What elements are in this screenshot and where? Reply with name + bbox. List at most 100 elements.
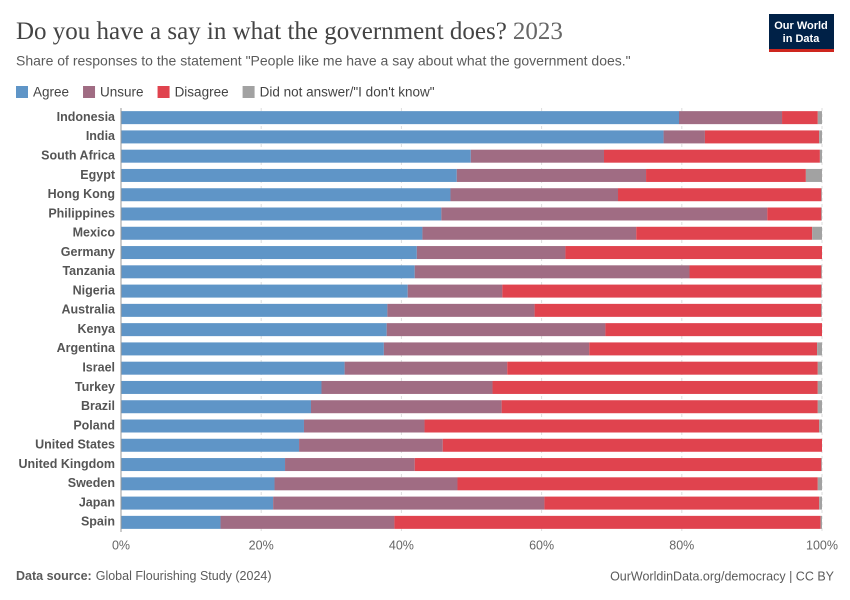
bar-segment	[704, 130, 820, 144]
bar-segment	[121, 188, 451, 202]
bar-segment	[387, 303, 535, 317]
bar-segment	[817, 111, 822, 125]
bar-segment	[507, 361, 818, 375]
bar-segment	[121, 438, 300, 452]
bar-segment	[618, 188, 822, 202]
y-tick-label: Brazil	[81, 399, 115, 413]
bar-segment	[819, 419, 822, 433]
bar-segment	[121, 149, 471, 163]
bar-segment	[273, 496, 545, 510]
title-year: 2023	[513, 18, 563, 45]
bar-segment	[121, 246, 417, 260]
bar-segment	[502, 284, 822, 298]
y-tick-label: Philippines	[48, 206, 115, 220]
y-tick-label: Tanzania	[62, 264, 116, 278]
title-text: Do you have a say in what the government…	[16, 18, 507, 45]
bar-segment	[424, 419, 820, 433]
legend-swatch[interactable]	[83, 86, 96, 98]
bar-segment	[812, 226, 822, 240]
logo-box	[769, 14, 834, 51]
bar-segment	[456, 168, 647, 182]
bar-segment	[767, 207, 822, 221]
bar-segment	[821, 303, 822, 317]
bar-segment	[383, 342, 590, 356]
y-tick-label: Poland	[73, 418, 115, 432]
bar-segment	[220, 515, 395, 529]
bar-segment	[817, 342, 822, 356]
y-tick-label: Turkey	[75, 380, 115, 394]
bar-segment	[817, 400, 822, 414]
x-tick-label: 100%	[806, 538, 838, 552]
bar-segment	[303, 419, 425, 433]
bar-segment	[344, 361, 508, 375]
subtitle: Share of responses to the statement "Peo…	[16, 53, 631, 69]
bar-segment	[285, 458, 415, 472]
bar-segment	[589, 342, 818, 356]
legend-label[interactable]: Agree	[33, 85, 69, 100]
logo-text: in Data	[783, 33, 821, 45]
bar-segment	[817, 380, 822, 394]
bar-segment	[782, 111, 818, 125]
bar-segment	[663, 130, 705, 144]
bar-segment	[817, 477, 822, 491]
legend-swatch[interactable]	[16, 86, 28, 98]
bar-segment	[414, 265, 690, 279]
y-tick-label: Sweden	[68, 476, 115, 490]
x-tick-label: 0%	[112, 538, 130, 552]
source: Data source: Global Flourishing Study (20…	[16, 569, 272, 583]
bar-segment	[441, 207, 768, 221]
bar-segment	[121, 458, 286, 472]
logo-text: Our World	[774, 20, 828, 32]
bar-segment	[121, 303, 388, 317]
bar-segment	[274, 477, 458, 491]
bar-segment	[121, 361, 345, 375]
bar-segment	[605, 323, 822, 337]
bar-segment	[422, 226, 637, 240]
legend-label[interactable]: Did not answer/"I don't know"	[260, 85, 435, 100]
bar-segment	[678, 111, 783, 125]
bar-segment	[310, 400, 502, 414]
bar-segment	[442, 438, 822, 452]
bar-segment	[544, 496, 820, 510]
bar-segment	[470, 149, 604, 163]
bar-segment	[821, 188, 822, 202]
bar-segment	[414, 458, 822, 472]
bar-segment	[450, 188, 619, 202]
bar-segment	[416, 246, 566, 260]
y-tick-label: Germany	[61, 245, 115, 259]
bar-segment	[817, 361, 822, 375]
bar-segment	[394, 515, 821, 529]
bar-segment	[121, 496, 274, 510]
source-label: Data source:	[16, 569, 92, 583]
x-tick-label: 40%	[389, 538, 414, 552]
bar-segment	[121, 419, 304, 433]
bar-segment	[819, 149, 822, 163]
bar-segment	[121, 284, 408, 298]
bar-segment	[636, 226, 813, 240]
chart-title: Do you have a say in what the government…	[16, 18, 563, 45]
bar-segment	[457, 477, 818, 491]
bar-segment	[299, 438, 443, 452]
bar-segment	[121, 342, 384, 356]
y-tick-label: Spain	[81, 515, 115, 529]
y-tick-label: Kenya	[77, 322, 116, 336]
legend-swatch[interactable]	[157, 86, 170, 98]
bar-segment	[821, 284, 822, 298]
x-tick-label: 60%	[529, 538, 554, 552]
credit: OurWorldinData.org/democracy | CC BY	[610, 569, 835, 583]
bar-segment	[565, 246, 822, 260]
y-tick-label: Indonesia	[57, 110, 116, 124]
bar-segment	[121, 265, 415, 279]
legend-swatch[interactable]	[242, 86, 255, 98]
legend-label[interactable]: Unsure	[100, 85, 144, 100]
bar-segment	[821, 207, 822, 221]
y-tick-label: Australia	[62, 303, 117, 317]
bar-segment	[321, 380, 493, 394]
y-tick-label: United States	[35, 438, 115, 452]
legend-label[interactable]: Disagree	[175, 85, 229, 100]
bar-segment	[121, 130, 664, 144]
y-tick-label: Egypt	[80, 168, 116, 182]
bar-segment	[121, 207, 442, 221]
y-tick-label: Nigeria	[73, 283, 116, 297]
